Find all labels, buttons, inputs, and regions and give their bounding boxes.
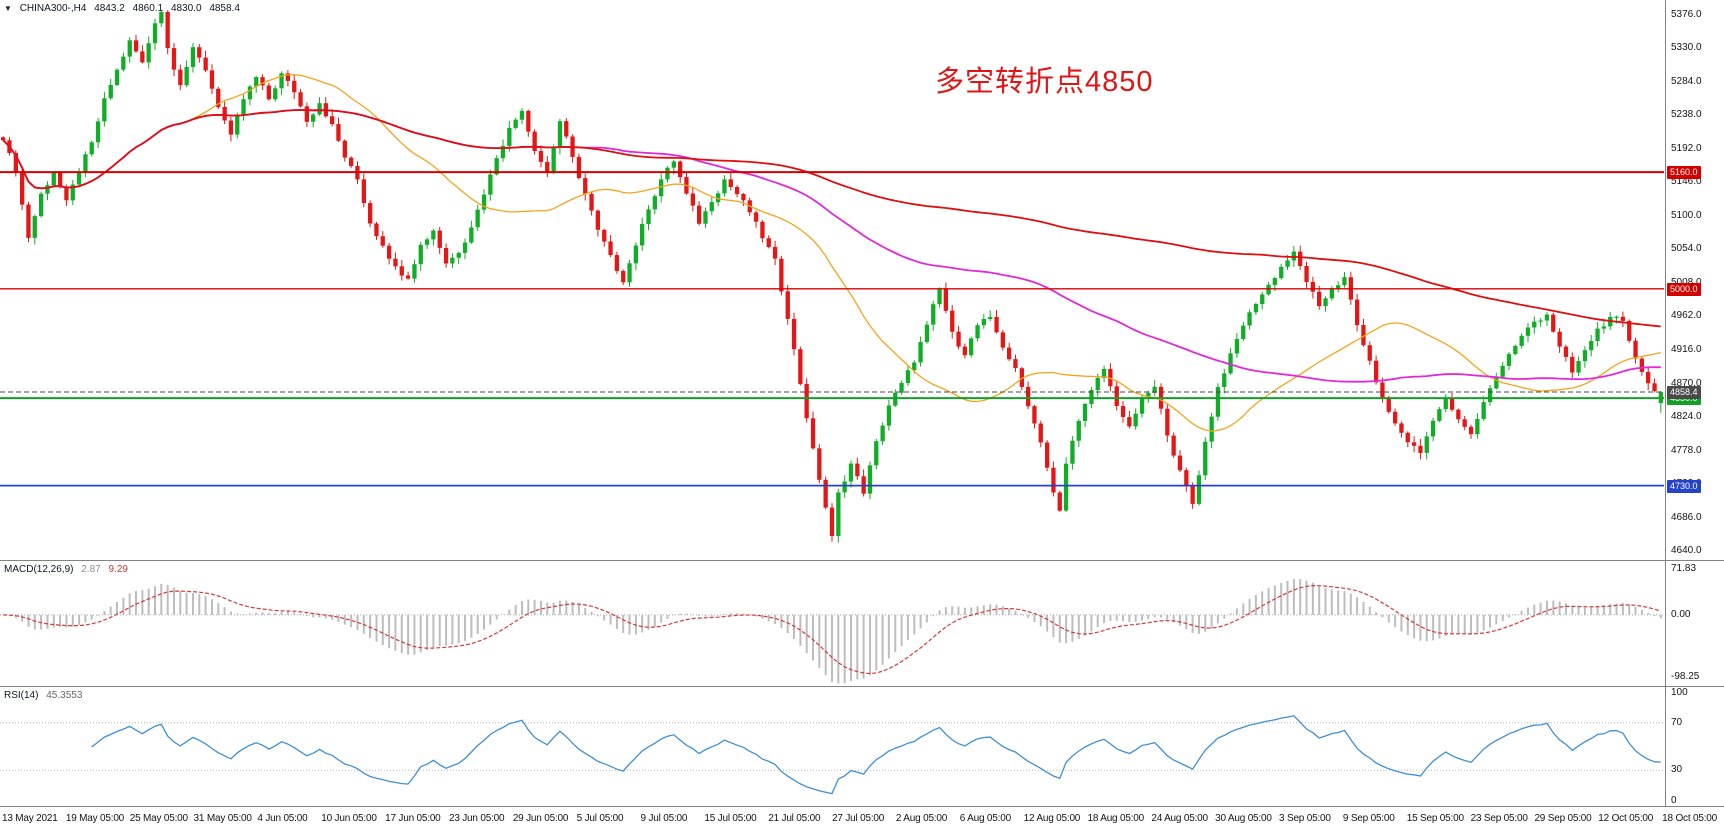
axis-tick-label: 4778.0 (1671, 444, 1702, 456)
macd-histogram (8, 579, 1662, 684)
macd-signal-line (3, 584, 1661, 675)
time-axis-label: 29 Jun 05:00 (512, 813, 569, 824)
time-axis-label: 30 Aug 05:00 (1215, 813, 1272, 824)
time-axis-label: 12 Aug 05:00 (1023, 813, 1081, 824)
time-axis-label: 4 Jun 05:00 (257, 813, 308, 824)
candlestick-series (1, 10, 1663, 543)
rsi-value: 45.3553 (46, 690, 83, 701)
moving-average-lines (2, 73, 1661, 432)
ma-90-line (2, 109, 1661, 383)
axis-tick-label: 100 (1671, 687, 1688, 698)
axis-tick-label: -98.25 (1671, 671, 1700, 683)
time-axis-label: 15 Jul 05:00 (704, 813, 757, 824)
axis-tick-label: 5192.0 (1671, 142, 1702, 154)
macd-indicator-panel[interactable]: MACD(12,26,9) 2.87 9.29 71.83 0.00 -98.25 (0, 561, 1724, 687)
ma-30-line (2, 73, 1661, 432)
time-axis-label: 29 Sep 05:00 (1534, 813, 1592, 824)
time-axis-label: 17 Jun 05:00 (385, 813, 441, 824)
time-axis-label: 6 Aug 05:00 (959, 813, 1011, 824)
axis-tick-label: 5100.0 (1671, 209, 1702, 221)
price-level-tag: 4858.4 (1667, 386, 1701, 399)
time-axis-label: 25 May 05:00 (129, 813, 188, 824)
macd-signal-value: 9.29 (108, 564, 128, 575)
rsi-axis[interactable]: 100 70 30 0 (1665, 687, 1724, 806)
time-axis-label: 27 Jul 05:00 (832, 813, 885, 824)
ma-200-line (2, 109, 1661, 328)
time-axis-label: 19 May 05:00 (65, 813, 125, 824)
time-axis-label: 23 Sep 05:00 (1470, 813, 1528, 824)
axis-tick-label: 4962.0 (1671, 310, 1702, 322)
axis-tick-label: 4870.0 (1671, 377, 1702, 389)
low-value: 4830.0 (170, 3, 202, 14)
axis-tick-label: 5008.0 (1671, 277, 1702, 288)
time-axis-label: 31 May 05:00 (193, 813, 252, 824)
axis-tick-label: 5054.0 (1671, 243, 1702, 255)
macd-label: MACD(12,26,9) (4, 564, 74, 575)
macd-main-value: 2.87 (81, 564, 101, 575)
time-axis-label: 3 Sep 05:00 (1279, 813, 1331, 824)
price-level-tag: 4730.0 (1667, 479, 1701, 493)
axis-tick-label: 0 (1671, 795, 1677, 806)
time-axis-label: 18 Oct 05:00 (1662, 813, 1718, 824)
axis-tick-label: 0.00 (1671, 608, 1691, 620)
time-axis-label: 24 Aug 05:00 (1151, 813, 1208, 824)
price-level-tag: 5000.0 (1667, 282, 1701, 296)
symbol-ohlc-label: ▼ CHINA300-,H4 4843.2 4860.1 4830.0 4858… (4, 3, 245, 14)
time-axis-label: 21 Jul 05:00 (768, 813, 821, 824)
high-value: 4860.1 (132, 3, 164, 14)
time-axis-label: 23 Jun 05:00 (448, 813, 505, 824)
time-axis[interactable]: 13 May 2021 19 May 05:00 25 May 05:00 31 Ma… (0, 807, 1724, 837)
symbol-timeframe: CHINA300-,H4 (19, 3, 87, 14)
axis-tick-label: 4916.0 (1671, 344, 1702, 355)
time-axis-label: 13 May 2021 (2, 813, 58, 824)
horizontal-levels (0, 171, 1664, 487)
candlestick-chart[interactable] (0, 0, 1664, 560)
axis-tick-label: 4686.0 (1671, 511, 1702, 523)
time-axis-label: 9 Jul 05:00 (640, 813, 688, 824)
macd-axis[interactable]: 71.83 0.00 -98.25 (1665, 561, 1724, 686)
open-value: 4843.2 (94, 3, 125, 14)
macd-chart[interactable] (0, 561, 1664, 686)
rsi-indicator-panel[interactable]: RSI(14) 45.3553 100 70 30 0 (0, 687, 1724, 807)
axis-tick-label: 4640.0 (1671, 545, 1702, 557)
rsi-label: RSI(14) (4, 690, 39, 701)
rsi-label-row: RSI(14) 45.3553 (4, 690, 87, 701)
time-axis-label: 5 Jul 05:00 (576, 813, 624, 824)
price-chart-panel[interactable]: ▼ CHINA300-,H4 4843.2 4860.1 4830.0 4858… (0, 0, 1724, 561)
collapse-icon[interactable]: ▼ (4, 4, 12, 13)
rsi-chart[interactable] (0, 687, 1664, 806)
price-axis[interactable]: 5376.0 5330.0 5284.0 5238.0 5192.0 5146.0 5100… (1665, 0, 1724, 560)
axis-tick-label: 5238.0 (1671, 109, 1702, 121)
chart-annotation: 多空转折点4850 (935, 66, 1154, 98)
axis-tick-label: 5376.0 (1671, 8, 1702, 20)
time-axis-label: 12 Oct 05:00 (1598, 813, 1654, 824)
axis-tick-label: 5330.0 (1671, 42, 1702, 54)
time-axis-label: 9 Sep 05:00 (1342, 813, 1395, 824)
time-axis-label: 10 Jun 05:00 (321, 813, 377, 824)
axis-tick-label: 70 (1671, 716, 1683, 728)
axis-tick-label: 5284.0 (1671, 75, 1702, 87)
time-axis-label: 15 Sep 05:00 (1406, 813, 1464, 824)
macd-label-row: MACD(12,26,9) 2.87 9.29 (4, 564, 133, 575)
time-axis-label: 2 Aug 05:00 (895, 813, 948, 824)
axis-tick-label: 71.83 (1671, 563, 1697, 575)
axis-tick-label: 4824.0 (1671, 411, 1702, 423)
axis-tick-label: 30 (1671, 764, 1683, 776)
axis-tick-label: 5146.0 (1671, 176, 1702, 188)
close-value: 4858.4 (209, 3, 240, 14)
time-axis-label: 18 Aug 05:00 (1087, 813, 1145, 824)
price-level-tag: 5160.0 (1667, 166, 1701, 180)
rsi-line (91, 715, 1661, 795)
